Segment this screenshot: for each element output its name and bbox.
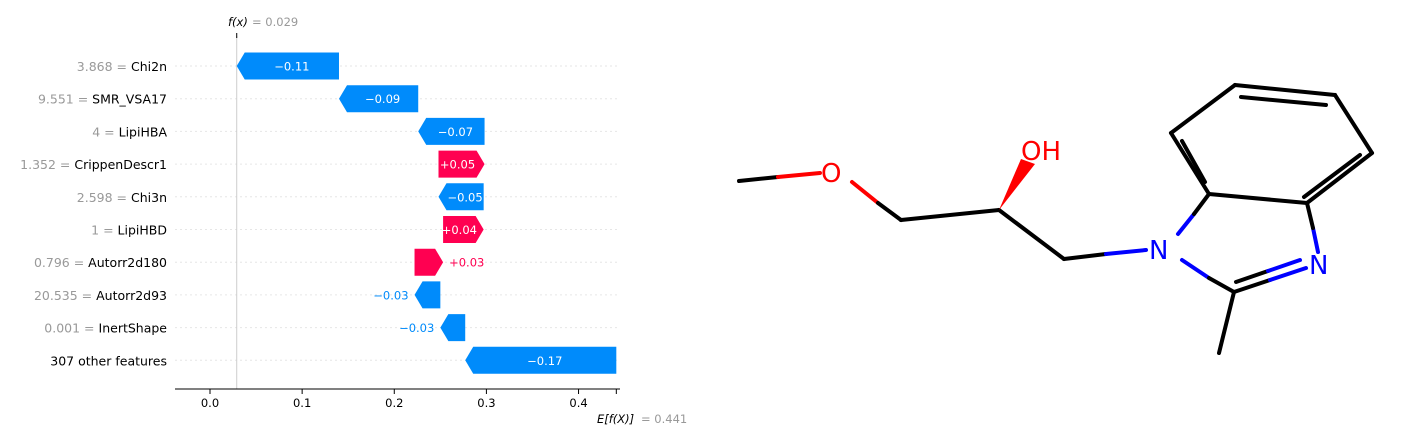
contribution-label: −0.03 [373,288,408,302]
contribution-bar [414,248,444,276]
contribution-bar [418,117,485,145]
bond-c6-c5 [1233,83,1337,97]
contribution-label: −0.17 [527,354,562,368]
contribution-label: +0.05 [440,158,475,172]
base-value: = 0.441 [641,412,687,426]
bond-n1-c7a-a [1176,212,1196,236]
bond-methyl-o [737,175,780,183]
contribution-bar [414,281,441,309]
feature-label: 9.551 = SMR_VSA17 [38,91,167,106]
contribution-label: −0.09 [365,92,400,106]
x-tick-label: 0.4 [569,396,587,410]
feature-label: 2.598 = Chi3n [77,189,167,204]
bond-inner-3 [1302,153,1362,199]
bond-ch2-n [1062,252,1108,261]
atom-o: O [821,159,841,189]
atom-n1: N [1149,236,1168,266]
feature-label: 4 = LipiHBA [92,124,167,139]
fx-annotation: f(x) = 0.029 [228,15,298,29]
contribution-label: −0.07 [438,125,473,139]
bond-n1-c7a-b [1192,192,1211,216]
contribution-bar [438,183,484,211]
feature-label: 1.352 = CrippenDescr1 [20,157,167,172]
bond-inner-1 [1180,139,1207,184]
feature-label: 3.868 = Chi2n [77,59,167,74]
atom-n3: N [1309,251,1328,281]
contribution-bar [443,216,484,243]
bond-c7a-c7 [1169,131,1211,196]
bond-o-ch2 [850,180,880,205]
base-value-annotation: E[f(X)] = 0.441 [597,412,687,426]
shap-waterfall-chart: f(x) = 0.029 −0.11 −0.09 −0.07 +0.05 −0.05 +0… [20,15,687,426]
bond-n3-c3a-a [1311,226,1320,254]
bond-c5-c4 [1333,93,1374,155]
fx-label: f(x) [228,15,248,29]
contribution-bar [465,346,617,374]
contribution-label: −0.03 [399,321,434,335]
feature-label: 1 = LipiHBD [91,222,167,237]
feature-label: 0.001 = InertShape [44,320,167,335]
contribution-bar [440,314,466,342]
bond-c2-methyl [1217,290,1236,355]
contribution-bar [438,150,485,178]
bond-c4-c3a [1305,151,1374,205]
bond-c2-n3-double-b [1266,258,1302,273]
x-tick-label: 0.0 [201,396,219,410]
bond-o-methyl [776,171,822,179]
contribution-bar [338,85,419,113]
x-tick-label: 0.2 [385,396,403,410]
bond-ch2-ch [899,208,1001,222]
contribution-label: −0.11 [274,60,309,74]
contribution-label: −0.05 [447,190,482,204]
x-tick-label: 0.3 [477,396,495,410]
feature-label: 307 other features [50,353,167,368]
atom-oh: OH [1021,137,1061,167]
contribution-bar [236,52,339,80]
bond-ch-ch2 [997,208,1066,261]
feature-label: 0.796 = Autorr2d180 [34,255,167,270]
bond-n1-c2-a [1180,258,1211,280]
feature-labels: 3.868 = Chi2n 9.551 = SMR_VSA17 4 = LipiHB… [20,59,167,368]
bond-c2-n3-b [1268,266,1308,282]
contribution-bars: −0.11 −0.09 −0.07 +0.05 −0.05 +0.04 +0.03 −0.03… [236,52,617,374]
bond-n-ch2 [1104,248,1148,256]
bond-c7a-c3a [1207,192,1309,205]
x-tick-label: 0.1 [293,396,311,410]
fx-value: = 0.029 [252,15,298,29]
x-axis: 0.0 0.1 0.2 0.3 0.4 [175,388,620,410]
feature-label: 20.535 = Autorr2d93 [34,287,167,302]
bond-ch2-o [876,201,903,222]
bond-c2-n3-a [1232,278,1272,294]
bond-c2-n3-double-a [1234,269,1270,284]
contribution-label: +0.03 [449,256,484,270]
bond-n1-c2-b [1207,276,1236,294]
base-label: E[f(X)] [597,412,634,426]
contribution-label: +0.04 [442,223,477,237]
stereo-wedge [999,159,1035,210]
bond-n3-c3a-b [1305,201,1315,230]
bond-c7-c6 [1169,83,1237,135]
bond-inner-2 [1239,95,1328,107]
